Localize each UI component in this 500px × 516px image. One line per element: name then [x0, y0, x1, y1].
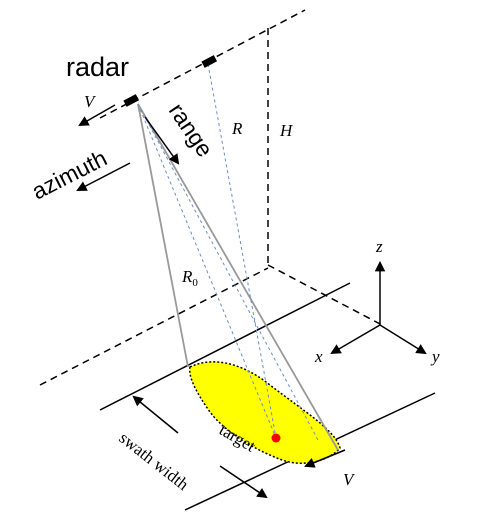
radar-label: radar	[66, 52, 129, 82]
axis-x-arrow	[330, 324, 381, 355]
radar-antenna-later-icon	[201, 55, 218, 68]
velocity-top-label: V	[84, 92, 97, 111]
range-arrow	[144, 116, 180, 165]
velocity-bottom-label: V	[343, 470, 356, 489]
height-label: H	[279, 121, 294, 140]
beam-footprint	[189, 361, 341, 464]
beam-edge-near	[137, 103, 189, 368]
axis-y-arrow	[379, 324, 427, 355]
axis-y-label: y	[430, 347, 440, 366]
radar-antenna-icon	[123, 94, 140, 107]
swath-width-arrow-top	[132, 395, 179, 434]
swath-near-line	[99, 282, 351, 411]
slant-range-label: R	[231, 119, 243, 138]
axis-z-label: z	[375, 237, 383, 256]
swath-width-label: swath width	[116, 428, 193, 494]
range-label: range	[164, 98, 218, 161]
closest-range-line	[137, 103, 277, 439]
azimuth-arrow	[76, 162, 131, 191]
closest-range-label: R0	[181, 267, 198, 289]
azimuth-label: azimuth	[27, 145, 111, 205]
velocity-bottom-arrow	[304, 449, 346, 468]
ground-near-edge-line	[39, 267, 269, 386]
swath-width-arrow-bottom	[219, 465, 268, 499]
velocity-top-arrow	[78, 104, 116, 127]
target-point	[271, 433, 281, 443]
axis-x-label: x	[314, 347, 323, 366]
